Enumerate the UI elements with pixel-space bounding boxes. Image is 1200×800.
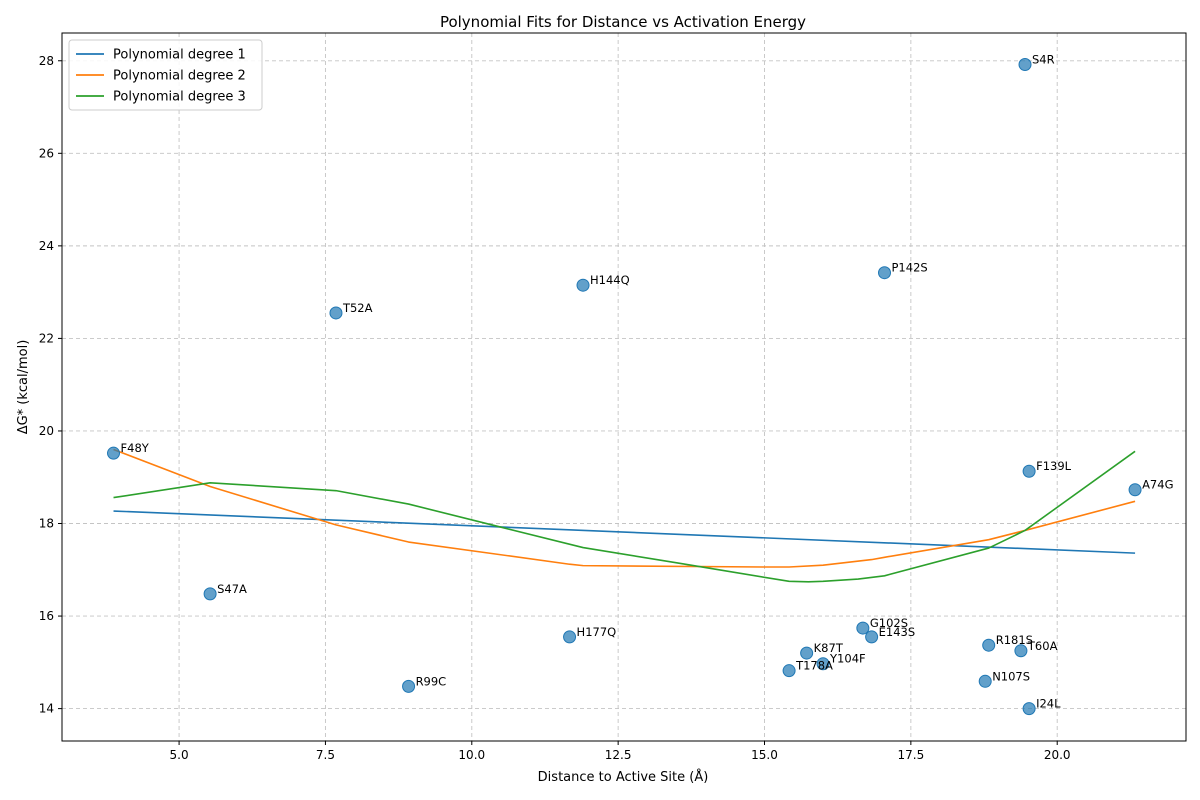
x-tick-label: 5.0 — [170, 748, 189, 762]
y-tick-label: 20 — [39, 424, 54, 438]
x-tick-label: 15.0 — [751, 748, 778, 762]
point-label-f48y: F48Y — [121, 441, 150, 455]
point-label-t52a: T52A — [342, 301, 373, 315]
data-point-i24l — [1022, 702, 1036, 716]
x-axis-label: Distance to Active Site (Å) — [538, 769, 709, 785]
data-point-r181s — [982, 638, 996, 652]
x-tick-label: 7.5 — [316, 748, 335, 762]
point-label-s4r: S4R — [1032, 52, 1055, 66]
grid-layer — [62, 33, 1186, 741]
data-point-k87t — [800, 646, 814, 660]
data-point-f48y — [107, 446, 121, 460]
y-tick-label: 28 — [39, 54, 54, 68]
point-label-t60a: T60A — [1027, 639, 1058, 653]
series-layer — [113, 448, 1136, 583]
plot-frame — [61, 32, 1187, 742]
y-tick-label: 16 — [39, 609, 54, 623]
point-label-r181s: R181S — [996, 633, 1033, 647]
point-label-r99c: R99C — [416, 674, 447, 688]
data-point-p142s — [878, 266, 892, 280]
data-point-s47a — [203, 587, 217, 601]
data-point-n107s — [978, 674, 992, 688]
legend-entry-degree-3: Polynomial degree 3 — [113, 90, 246, 105]
y-tick-label: 26 — [39, 146, 54, 160]
point-label-h177q: H177Q — [577, 625, 617, 639]
chart-title: Polynomial Fits for Distance vs Activati… — [440, 13, 806, 31]
fit-line-degree-3 — [113, 450, 1136, 583]
point-label-t178a: T178A — [795, 659, 833, 673]
x-tick-label: 12.5 — [605, 748, 632, 762]
y-tick-label: 14 — [39, 702, 54, 716]
data-point-s4r — [1018, 57, 1032, 71]
data-point-h177q — [563, 630, 577, 644]
data-point-f139l — [1022, 464, 1036, 478]
legend-box — [68, 39, 263, 111]
point-label-s47a: S47A — [217, 582, 247, 596]
data-point-a74g — [1128, 483, 1142, 497]
point-label-f139l: F139L — [1036, 459, 1072, 473]
x-axis: 5.0 7.5 10.0 12.5 15.0 17.5 20.0 — [170, 741, 1071, 762]
point-label-e143s: E143S — [879, 625, 916, 639]
x-tick-label: 17.5 — [897, 748, 924, 762]
data-point-t178a — [782, 664, 796, 678]
data-point-y104f — [816, 657, 830, 671]
data-point-h144q — [576, 278, 590, 292]
x-tick-label: 10.0 — [458, 748, 485, 762]
point-label-k87t: K87T — [814, 641, 844, 655]
point-label-a74g: A74G — [1142, 478, 1173, 492]
point-label-n107s: N107S — [992, 669, 1030, 683]
y-tick-label: 24 — [39, 239, 54, 253]
point-label-i24l: I24L — [1036, 697, 1061, 711]
point-label-y104f: Y104F — [829, 652, 866, 666]
point-label-g102s: G102S — [870, 616, 908, 630]
points-layer — [107, 57, 1142, 716]
point-label-h144q: H144Q — [590, 273, 630, 287]
y-tick-label: 22 — [39, 331, 54, 345]
data-point-t52a — [329, 306, 343, 320]
y-tick-label: 18 — [39, 517, 54, 531]
data-point-r99c — [402, 679, 416, 693]
point-labels-layer: S4R P142S H144Q T52A F48Y F139L A74G S47A G102SE… — [121, 52, 1174, 710]
legend-entry-degree-2: Polynomial degree 2 — [113, 69, 246, 84]
legend-entry-degree-1: Polynomial degree 1 — [113, 48, 246, 63]
data-point-g102s — [856, 621, 870, 635]
legend: Polynomial degree 1 Polynomial degree 2 Po… — [68, 39, 263, 111]
x-tick-label: 20.0 — [1044, 748, 1071, 762]
fit-line-degree-2 — [113, 448, 1136, 568]
y-axis: 14 16 18 20 22 24 26 28 — [39, 54, 62, 716]
data-point-e143s — [865, 630, 879, 644]
data-point-t60a — [1014, 644, 1028, 658]
point-label-p142s: P142S — [892, 261, 928, 275]
y-axis-label: ΔG* (kcal/mol) — [16, 340, 31, 435]
fit-line-degree-1 — [113, 510, 1136, 554]
